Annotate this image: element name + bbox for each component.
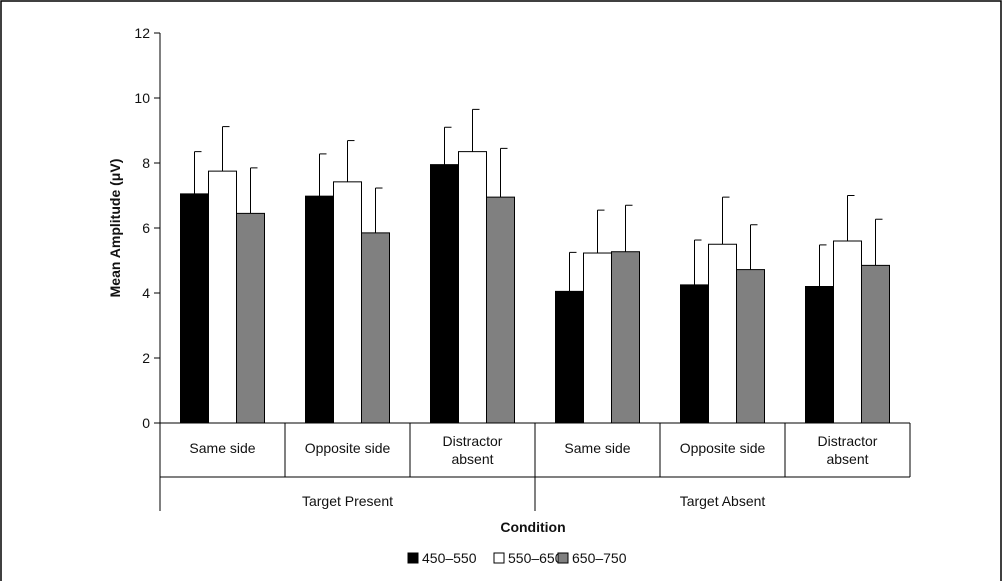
category-label: Same side (564, 440, 630, 456)
bar (486, 196, 515, 424)
category-label: absent (451, 451, 493, 467)
bar (583, 252, 612, 424)
y-tick-label: 8 (142, 155, 150, 171)
legend-label: 450–550 (422, 550, 477, 566)
y-tick-label: 12 (134, 25, 150, 41)
bar (708, 243, 737, 424)
plot-area: 0 2 4 6 8 10 12 Same side Opposite side Distracto… (134, 25, 911, 511)
y-tick-label: 4 (142, 285, 150, 301)
bar (458, 151, 487, 424)
bar (861, 264, 890, 424)
bar (611, 251, 640, 424)
bar (333, 181, 362, 424)
bar (736, 269, 765, 424)
legend-swatch (407, 552, 419, 564)
legend-swatch (557, 552, 569, 564)
bar (430, 164, 459, 424)
legend-label: 550–650 (508, 550, 563, 566)
bar (680, 284, 709, 424)
legend: 450–550 550–650 650–750 (407, 550, 627, 566)
legend-label: 650–750 (572, 550, 627, 566)
category-label: Same side (189, 440, 255, 456)
bar (236, 212, 265, 424)
bar (833, 240, 862, 424)
y-tick-label: 6 (142, 220, 150, 236)
group-label: Target Absent (680, 493, 766, 509)
bar (305, 195, 334, 424)
bar (361, 232, 390, 424)
y-axis-title: Mean Amplitude (μV) (107, 159, 123, 298)
bar (208, 170, 237, 424)
category-label: Distractor (818, 433, 878, 449)
category-label: Opposite side (305, 440, 391, 456)
category-label: Opposite side (680, 440, 766, 456)
bar (805, 286, 834, 424)
group-label: Target Present (302, 493, 393, 509)
y-tick-label: 10 (134, 90, 150, 106)
y-tick-label: 0 (142, 415, 150, 431)
bar (180, 193, 209, 424)
x-axis-title: Condition (500, 519, 565, 535)
category-label: absent (826, 451, 868, 467)
legend-swatch (493, 552, 505, 564)
category-label: Distractor (443, 433, 503, 449)
bar (555, 290, 584, 424)
y-tick-label: 2 (142, 350, 150, 366)
